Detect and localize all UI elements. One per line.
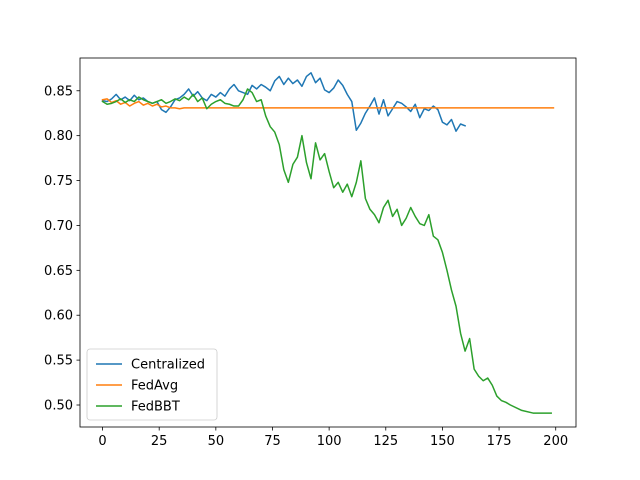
x-tick-label: 125 bbox=[373, 434, 398, 449]
y-tick-label: 0.50 bbox=[44, 399, 73, 414]
y-axis: 0.50 0.55 0.60 0.65 0.70 0.75 0.80 0.85 bbox=[44, 84, 80, 414]
y-tick-label: 0.85 bbox=[44, 84, 73, 99]
x-tick-label: 100 bbox=[317, 434, 342, 449]
legend: Centralized FedAvg FedBBT bbox=[86, 348, 218, 421]
series-line-fedavg bbox=[101, 98, 555, 110]
legend-label-fedbbt: FedBBT bbox=[131, 400, 180, 415]
legend-label-fedavg: FedAvg bbox=[131, 379, 178, 394]
legend-label-centralized: Centralized bbox=[131, 358, 205, 373]
series-layer bbox=[101, 72, 555, 414]
x-tick-label: 25 bbox=[151, 434, 168, 449]
x-tick-label: 175 bbox=[487, 434, 512, 449]
plot-frame bbox=[79, 57, 577, 428]
y-tick-label: 0.75 bbox=[44, 174, 73, 189]
x-tick-label: 0 bbox=[98, 434, 106, 449]
x-tick-label: 50 bbox=[208, 434, 225, 449]
series-line-fedbbt bbox=[101, 88, 552, 414]
y-tick-label: 0.55 bbox=[44, 354, 73, 369]
x-tick-label: 150 bbox=[430, 434, 455, 449]
y-tick-label: 0.80 bbox=[44, 129, 73, 144]
x-tick-label: 75 bbox=[264, 434, 281, 449]
y-tick-label: 0.60 bbox=[44, 309, 73, 324]
y-tick-label: 0.70 bbox=[44, 219, 73, 234]
legend-box bbox=[86, 348, 218, 421]
series-line-centralized bbox=[101, 72, 467, 132]
x-tick-label: 200 bbox=[543, 434, 568, 449]
x-axis: 0 25 50 75 100 125 150 175 200 bbox=[98, 427, 568, 449]
y-tick-label: 0.65 bbox=[44, 264, 73, 279]
